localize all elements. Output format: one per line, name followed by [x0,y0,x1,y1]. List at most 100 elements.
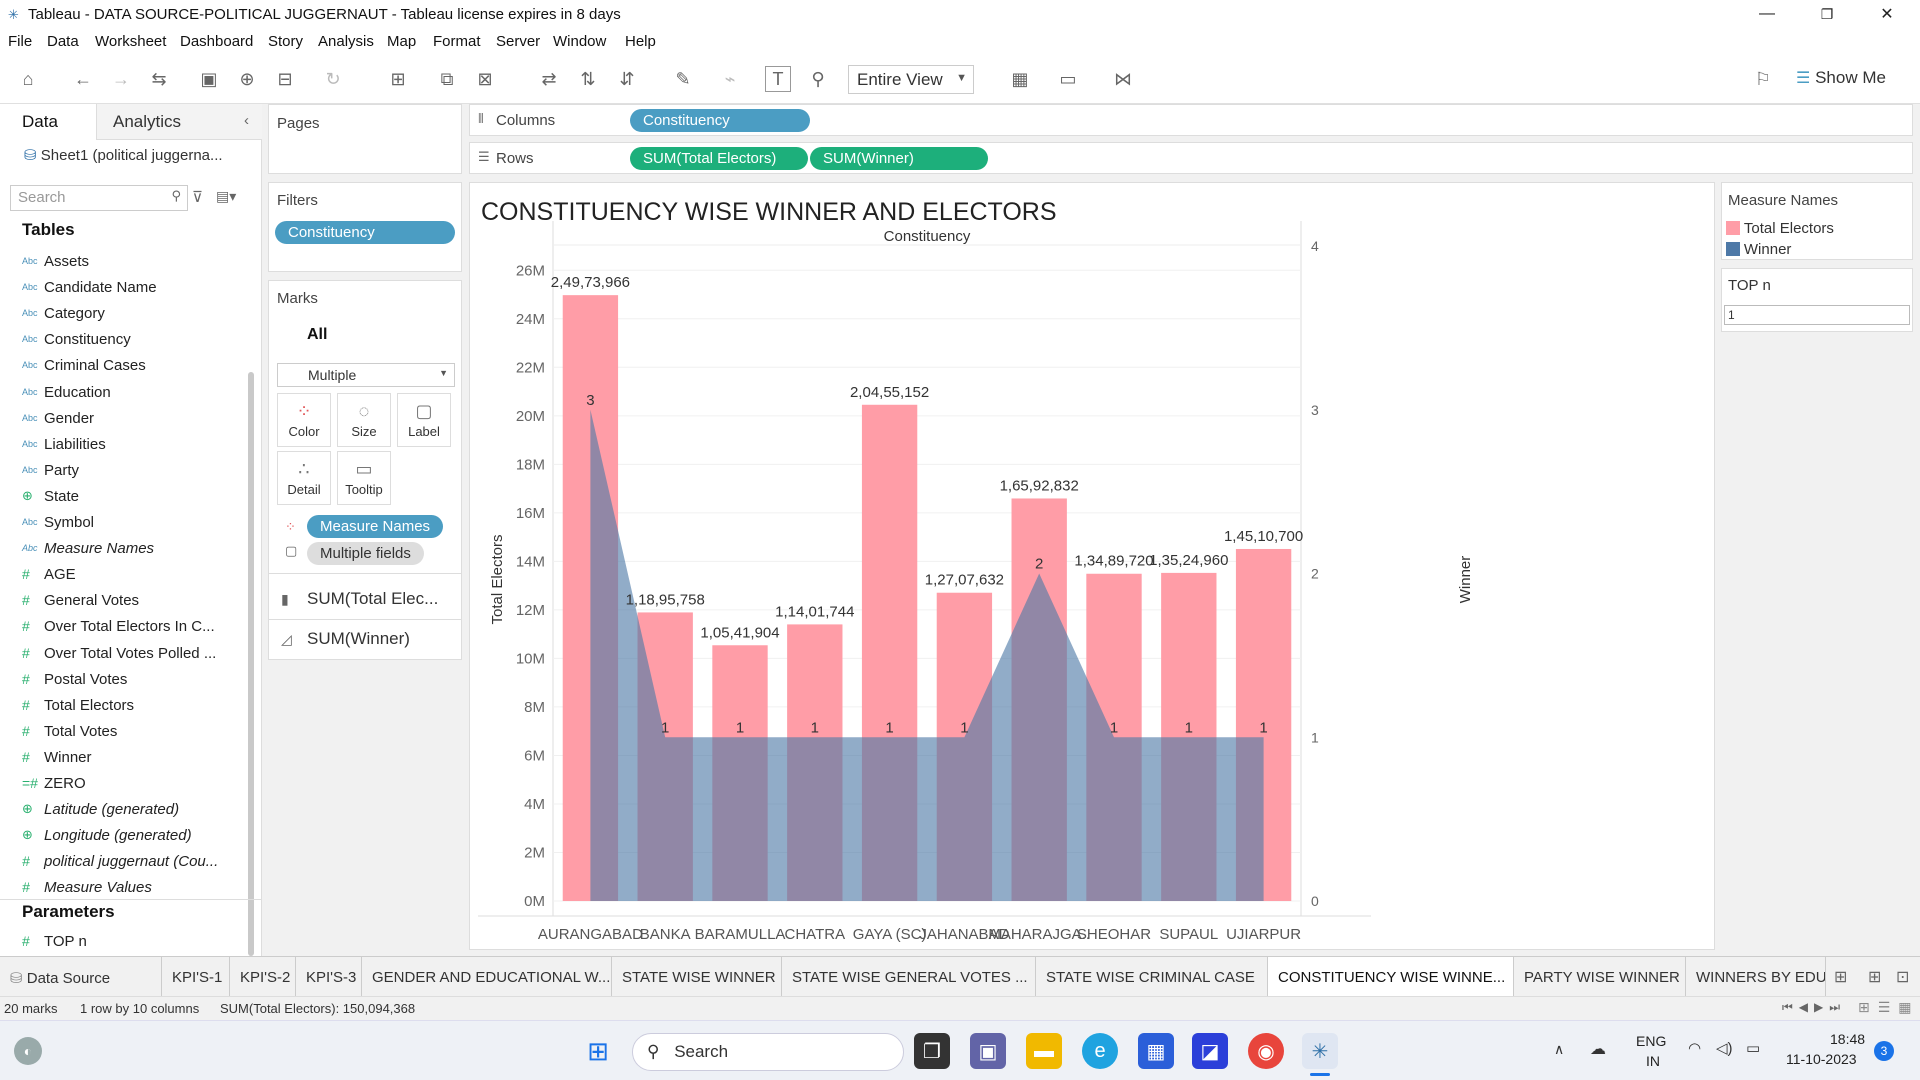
menu-map[interactable]: Map [387,33,417,50]
detail-button[interactable]: ∴ Detail [277,451,331,505]
clear-sheet-icon[interactable]: ⊠ [477,68,493,89]
new-datasource-icon[interactable]: ⊕ [239,68,255,89]
field-item[interactable]: # Over Total Electors In C... [22,615,215,637]
pause-updates-icon[interactable]: ⊟ [277,68,293,89]
menu-file[interactable]: File [8,33,33,50]
duplicate-icon[interactable]: ⧉ [440,68,454,89]
scrollbar[interactable] [248,372,254,956]
menu-help[interactable]: Help [625,33,656,50]
collapse-icon[interactable]: ‹ [244,112,249,129]
group-icon[interactable]: ⌁ [724,68,736,89]
new-worksheet-icon[interactable]: ⊞ [1834,969,1848,986]
windows-start-icon[interactable]: ⊞ [587,1035,609,1066]
marks-all-label[interactable]: All [307,326,328,343]
field-item[interactable]: # Postal Votes [22,668,127,690]
mark-type-select[interactable]: Multiple ▼ [277,363,455,387]
tableau-taskbar-icon[interactable]: ✳ [1302,1033,1338,1069]
field-item[interactable]: Abc Education [22,381,111,403]
taskbar-search[interactable]: ⚲ Search [632,1033,904,1071]
color-button[interactable]: ⁘ Color [277,393,331,447]
wifi-icon[interactable]: ◠ [1688,1040,1702,1057]
tab-gender-education[interactable]: GENDER AND EDUCATIONAL W... [362,957,612,997]
save-icon[interactable]: ▣ [200,68,218,89]
clock-time[interactable]: 18:48 [1830,1031,1866,1047]
label-button[interactable]: ▢ Label [397,393,451,447]
new-dashboard-icon[interactable]: ⊞ [1868,969,1882,986]
battery-icon[interactable]: ▭ [1746,1040,1761,1057]
show-me-button[interactable]: ☰ Show Me [1796,68,1886,88]
field-item[interactable]: =# ZERO [22,772,86,794]
menu-format[interactable]: Format [433,33,481,50]
tab-kpi-2[interactable]: KPI'S-2 [230,957,296,997]
view-options-icon[interactable]: ▤▾ [216,188,237,204]
field-item[interactable]: Abc Candidate Name [22,276,157,298]
row-pill-winner[interactable]: SUM(Winner) [810,147,988,170]
tab-kpi-3[interactable]: KPI'S-3 [296,957,362,997]
weather-icon[interactable]: ◐ [14,1037,42,1065]
field-item[interactable]: Abc Category [22,302,105,324]
field-item[interactable]: Abc Constituency [22,328,131,350]
file-explorer-icon[interactable]: ▬ [1026,1033,1062,1069]
close-button[interactable]: ✕ [1880,6,1894,23]
sheet-view-icon[interactable]: ⊞☰▦ [1858,999,1920,1015]
measure-total-electors[interactable]: SUM(Total Elec... [307,589,439,608]
replay-icon[interactable]: ⇆ [151,68,167,89]
lang-in[interactable]: IN [1646,1053,1660,1069]
chrome-icon[interactable]: ◉ [1248,1033,1284,1069]
swap-icon[interactable]: ⇄ [541,68,557,89]
minimize-button[interactable]: — [1759,5,1775,22]
show-labels-icon[interactable]: T [765,66,791,92]
volume-icon[interactable]: ◁) [1716,1040,1733,1057]
edge-icon[interactable]: e [1082,1033,1118,1069]
field-item[interactable]: # Over Total Votes Polled ... [22,642,216,664]
sheet-nav-icon[interactable]: ⏮◀▶⏭ [1782,1000,1847,1014]
highlight-icon[interactable]: ✎ [675,68,691,89]
columns-shelf[interactable]: ⦀ Columns Constituency [469,104,1913,136]
field-item[interactable]: Abc Liabilities [22,433,106,455]
tab-winners-by-education[interactable]: WINNERS BY EDUC [1686,957,1826,997]
field-item[interactable]: # Measure Values [22,876,152,898]
field-item[interactable]: Abc Party [22,459,79,481]
legend-item-winner[interactable]: Winner [1726,240,1791,258]
column-pill-constituency[interactable]: Constituency [630,109,810,132]
notification-badge[interactable]: 3 [1874,1041,1894,1061]
home-icon[interactable]: ⌂ [22,68,34,89]
field-item[interactable]: # General Votes [22,589,139,611]
size-button[interactable]: ◌ Size [337,393,391,447]
parameter-top-n[interactable]: # TOP n [22,930,87,952]
chevron-up-icon[interactable]: ∧ [1554,1041,1565,1057]
menu-worksheet[interactable]: Worksheet [95,33,167,50]
lang-eng[interactable]: ENG [1636,1033,1667,1049]
app-icon[interactable]: ◪ [1192,1033,1228,1069]
menu-server[interactable]: Server [496,33,541,50]
tab-state-wise-general-votes[interactable]: STATE WISE GENERAL VOTES ... [782,957,1036,997]
tab-state-wise-criminal-case[interactable]: STATE WISE CRIMINAL CASE [1036,957,1268,997]
presentation-icon[interactable]: ▭ [1059,68,1077,89]
menu-data[interactable]: Data [47,33,79,50]
sort-descending-icon[interactable]: ⇵ [619,68,635,89]
tab-party-wise-winner[interactable]: PARTY WISE WINNER [1514,957,1686,997]
tab-data-source[interactable]: ⛁ Data Source [0,957,162,997]
field-item[interactable]: ⊕ State [22,485,79,507]
task-view-icon[interactable]: ❐ [914,1033,950,1069]
field-item[interactable]: Abc Criminal Cases [22,354,146,376]
pill-measure-names[interactable]: Measure Names [307,515,444,538]
pill-multiple-fields[interactable]: Multiple fields [307,542,424,565]
filter-pill-constituency[interactable]: Constituency [275,221,455,244]
clock-date[interactable]: 11-10-2023 [1786,1051,1857,1067]
row-pill-total-electors[interactable]: SUM(Total Electors) [630,147,808,170]
field-item[interactable]: # Total Electors [22,694,134,716]
pages-card[interactable]: Pages [268,104,462,174]
new-story-icon[interactable]: ⊡ [1896,969,1910,986]
top-n-input[interactable]: 1 [1724,305,1910,325]
tab-state-wise-winner[interactable]: STATE WISE WINNER [612,957,782,997]
field-item[interactable]: Abc Gender [22,407,94,429]
field-item[interactable]: ⊕ Longitude (generated) [22,824,192,846]
redo-icon[interactable]: → [112,68,130,89]
refresh-icon[interactable]: ↻ [325,68,341,89]
fit-select[interactable]: Entire View ▼ [848,65,974,94]
field-item[interactable]: # political juggernaut (Cou... [22,850,218,872]
search-input[interactable]: Search ⚲ [10,185,188,211]
cloud-icon[interactable]: ☁ [1590,1041,1606,1058]
tab-analytics[interactable]: Analytics [96,104,262,140]
